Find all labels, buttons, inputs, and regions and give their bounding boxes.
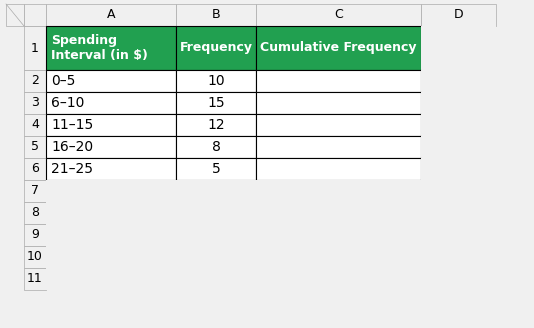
Bar [256, 224, 421, 246]
Bar [176, 246, 256, 268]
Text: 5: 5 [211, 162, 221, 176]
Bar [421, 4, 496, 26]
Bar [46, 246, 176, 268]
Bar [46, 136, 176, 158]
Text: 8: 8 [211, 140, 221, 154]
Text: 6: 6 [31, 162, 39, 175]
Text: A: A [107, 9, 115, 22]
Bar [421, 180, 496, 202]
Bar [256, 26, 421, 70]
Bar [176, 158, 256, 180]
Bar [421, 26, 496, 70]
Text: C: C [334, 9, 343, 22]
Bar [421, 224, 496, 246]
Bar [46, 26, 176, 70]
Text: 6–10: 6–10 [51, 96, 84, 110]
Text: 2: 2 [31, 74, 39, 88]
Bar [46, 180, 176, 202]
Text: Spending
Interval (in $): Spending Interval (in $) [51, 34, 148, 62]
Bar [256, 246, 421, 268]
Bar [6, 4, 24, 26]
Bar [176, 136, 256, 158]
Bar [176, 114, 256, 136]
Text: 0–5: 0–5 [51, 74, 75, 88]
Bar [421, 268, 496, 290]
Text: 11: 11 [27, 273, 43, 285]
Bar [421, 70, 496, 92]
Text: 10: 10 [207, 74, 225, 88]
Text: 4: 4 [31, 118, 39, 132]
Bar [46, 268, 176, 290]
Bar [176, 92, 256, 114]
Bar [256, 4, 421, 26]
Bar [176, 4, 256, 26]
Bar [421, 92, 496, 114]
Text: B: B [211, 9, 221, 22]
Bar [421, 114, 496, 136]
Bar [46, 4, 176, 26]
Bar [176, 202, 256, 224]
Bar [176, 70, 256, 92]
Text: Cumulative Frequency: Cumulative Frequency [260, 42, 417, 54]
Bar [46, 70, 176, 92]
Bar [24, 268, 46, 290]
Bar [256, 268, 421, 290]
Text: 11–15: 11–15 [51, 118, 93, 132]
Bar [176, 180, 256, 202]
Text: 7: 7 [31, 184, 39, 197]
Bar [256, 136, 421, 158]
Bar [256, 202, 421, 224]
Bar [256, 92, 421, 114]
Bar [256, 158, 421, 180]
Bar [24, 180, 46, 202]
Bar [46, 224, 176, 246]
Text: Frequency: Frequency [179, 42, 253, 54]
Bar [176, 224, 256, 246]
Bar [24, 246, 46, 268]
Bar [421, 136, 496, 158]
Bar [24, 70, 46, 92]
Bar [176, 268, 256, 290]
Bar [24, 92, 46, 114]
Bar [24, 158, 46, 180]
Text: 5: 5 [31, 140, 39, 154]
Bar [46, 114, 176, 136]
Text: 21–25: 21–25 [51, 162, 93, 176]
Text: 9: 9 [31, 229, 39, 241]
Bar [24, 114, 46, 136]
Text: 10: 10 [27, 251, 43, 263]
Bar [46, 158, 176, 180]
Text: D: D [454, 9, 464, 22]
Bar [46, 202, 176, 224]
Text: 15: 15 [207, 96, 225, 110]
Bar [421, 158, 496, 180]
Bar [24, 202, 46, 224]
Bar [421, 246, 496, 268]
Text: 12: 12 [207, 118, 225, 132]
Bar [421, 202, 496, 224]
Bar [24, 136, 46, 158]
Bar [256, 180, 421, 202]
Text: 1: 1 [31, 42, 39, 54]
Text: 8: 8 [31, 207, 39, 219]
Bar [24, 26, 46, 70]
Bar [256, 114, 421, 136]
Bar [24, 224, 46, 246]
Text: 3: 3 [31, 96, 39, 110]
Bar [256, 70, 421, 92]
Bar [24, 4, 46, 26]
Bar [46, 92, 176, 114]
Text: 16–20: 16–20 [51, 140, 93, 154]
Bar [176, 26, 256, 70]
